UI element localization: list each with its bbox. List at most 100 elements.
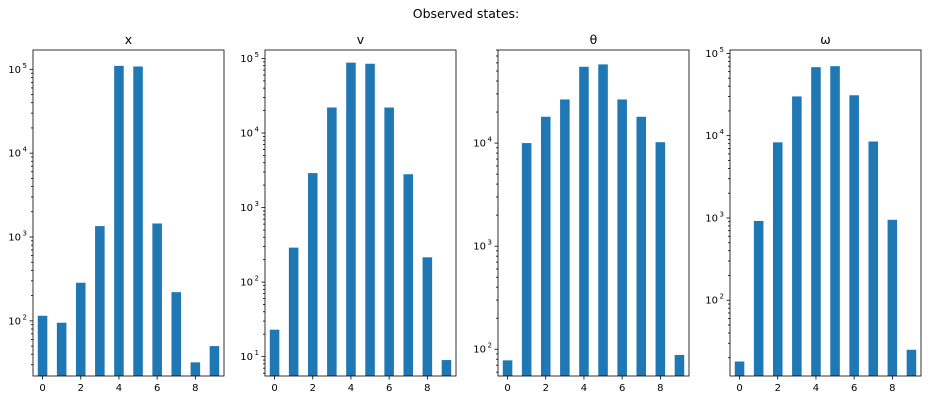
x-tick-label: 8 — [192, 383, 198, 394]
y-tick-exponent: 4 — [23, 146, 28, 154]
bar — [655, 142, 666, 376]
bar — [307, 173, 318, 376]
bar — [540, 116, 551, 377]
bar — [811, 67, 821, 376]
y-tick-label: 10 — [705, 49, 718, 60]
x-tick-label: 0 — [736, 383, 742, 394]
y-tick-exponent: 5 — [255, 51, 259, 59]
y-tick-label: 10 — [705, 296, 718, 307]
y-tick-label: 10 — [705, 131, 718, 142]
bar — [906, 349, 917, 376]
bar — [346, 62, 356, 376]
bar — [171, 292, 182, 376]
axes-frame — [32, 49, 225, 377]
x-tick-label: 2 — [310, 383, 316, 394]
x-tick-label: 6 — [619, 383, 625, 394]
bar — [365, 63, 375, 376]
bar — [636, 116, 647, 377]
y-tick-exponent: 3 — [255, 200, 259, 208]
x-tick-label: 4 — [581, 383, 587, 394]
bar — [674, 354, 685, 376]
y-tick-label: 10 — [473, 242, 486, 253]
bar — [830, 66, 840, 377]
y-tick-exponent: 2 — [488, 342, 492, 350]
bar — [95, 226, 105, 376]
y-tick-exponent: 2 — [23, 313, 27, 321]
x-tick-label: 8 — [889, 383, 895, 394]
bar — [269, 329, 280, 376]
bar — [792, 96, 802, 377]
y-tick-label: 10 — [240, 278, 253, 289]
y-tick-exponent: 1 — [255, 349, 259, 357]
y-tick-exponent: 5 — [720, 46, 724, 54]
y-tick-label: 10 — [240, 203, 253, 214]
y-tick-exponent: 4 — [720, 128, 725, 136]
x-tick-label: 0 — [39, 383, 45, 394]
bar — [560, 99, 570, 377]
x-tick-label: 2 — [775, 383, 781, 394]
x-tick-label: 6 — [386, 383, 392, 394]
y-tick-label: 10 — [8, 149, 21, 160]
bar — [502, 360, 513, 376]
bar — [190, 362, 201, 376]
y-tick-exponent: 5 — [23, 62, 27, 70]
bar — [56, 322, 67, 376]
x-tick-label: 4 — [813, 383, 819, 394]
subplot-title: x — [125, 32, 132, 47]
x-tick-label: 6 — [851, 383, 857, 394]
y-tick-label: 10 — [8, 65, 21, 76]
x-tick-label: 0 — [271, 383, 277, 394]
bar — [441, 360, 452, 376]
y-tick-label: 10 — [8, 316, 21, 327]
y-tick-label: 10 — [473, 139, 486, 150]
bar — [868, 141, 879, 376]
x-tick-label: 0 — [504, 383, 510, 394]
x-tick-label: 8 — [657, 383, 663, 394]
x-tick-label: 2 — [78, 383, 84, 394]
bar — [288, 247, 299, 376]
y-tick-label: 10 — [240, 54, 253, 65]
y-tick-exponent: 4 — [255, 126, 260, 134]
y-tick-exponent: 2 — [255, 275, 259, 283]
bar — [152, 223, 162, 376]
bar — [617, 99, 627, 377]
bar — [403, 174, 414, 376]
subplot-title: v — [357, 32, 365, 47]
bar — [579, 66, 589, 377]
bar — [887, 219, 898, 376]
axes-frame — [729, 49, 922, 377]
bar — [133, 66, 143, 377]
y-tick-label: 10 — [473, 345, 486, 356]
axes-frame — [497, 49, 690, 377]
bar — [422, 257, 433, 376]
y-tick-exponent: 3 — [720, 210, 724, 218]
y-tick-exponent: 3 — [23, 230, 27, 238]
y-tick-label: 10 — [240, 129, 253, 140]
bar — [209, 346, 220, 376]
bar — [772, 142, 783, 376]
figure-suptitle: Observed states: — [413, 6, 520, 21]
y-tick-label: 10 — [705, 213, 718, 224]
bar — [521, 143, 532, 376]
bar — [75, 282, 86, 376]
x-tick-label: 2 — [543, 383, 549, 394]
axes-frame — [264, 49, 457, 377]
y-tick-label: 10 — [240, 352, 253, 363]
bar — [734, 361, 745, 376]
y-tick-label: 10 — [8, 233, 21, 244]
bar — [849, 95, 859, 376]
y-tick-exponent: 4 — [488, 136, 493, 144]
bar — [598, 64, 608, 377]
x-tick-label: 4 — [348, 383, 354, 394]
x-tick-label: 6 — [154, 383, 160, 394]
subplot-title: θ — [590, 32, 598, 47]
subplot-title: ω — [820, 32, 830, 47]
x-tick-label: 4 — [116, 383, 122, 394]
y-tick-exponent: 3 — [488, 239, 492, 247]
y-tick-exponent: 2 — [720, 293, 724, 301]
